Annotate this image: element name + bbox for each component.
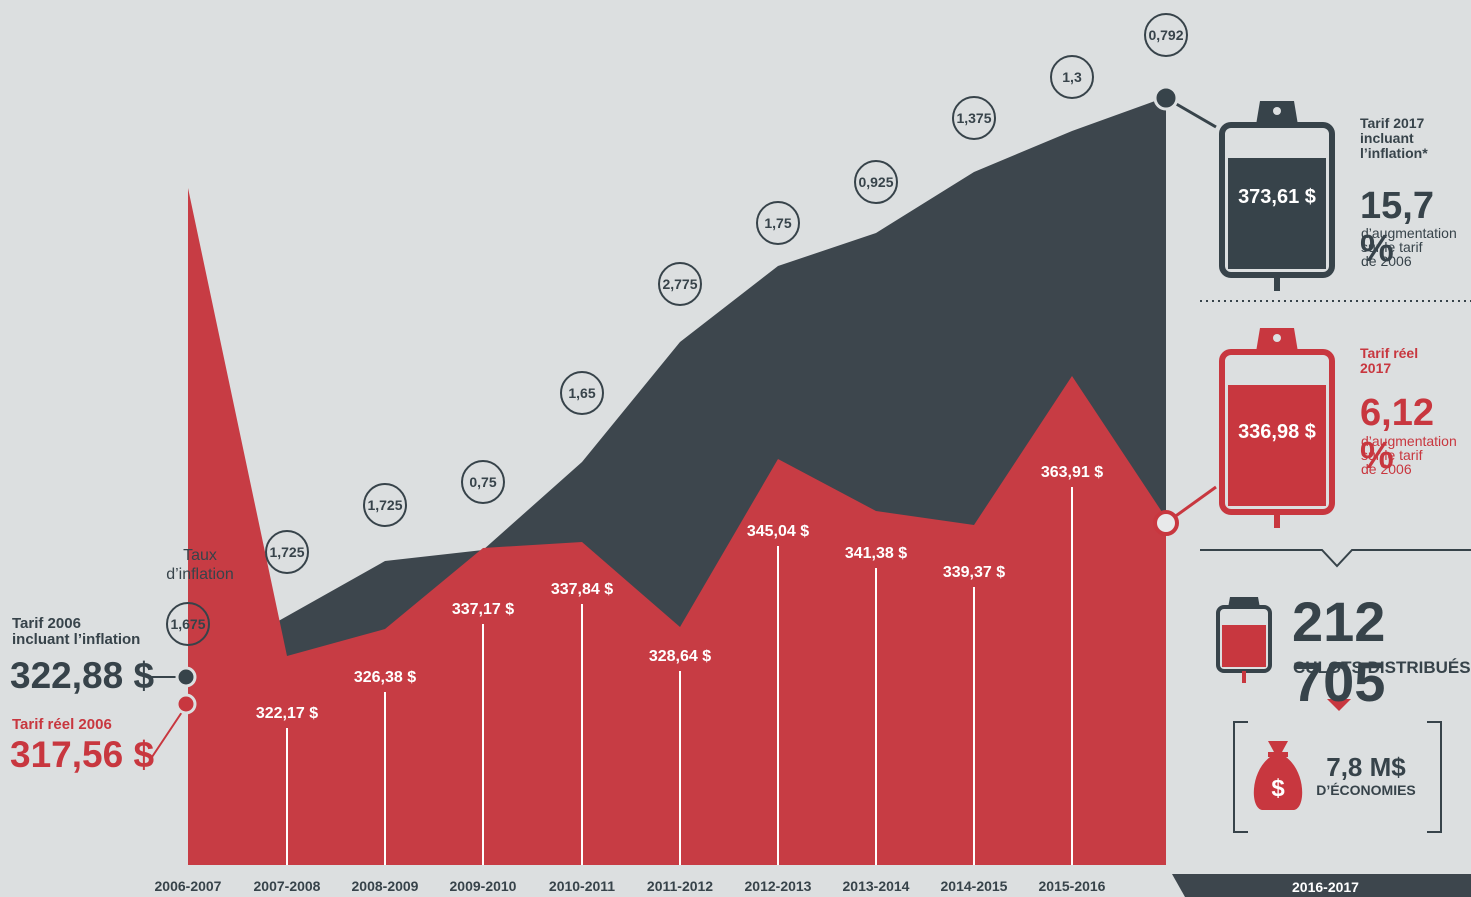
bag1-desc: d’augmentation sur le tarif de 2006 [1361,225,1457,269]
bag2-desc: d’augmentation sur le tarif de 2006 [1361,433,1457,477]
marker-2017-reel [1153,510,1179,536]
last-year-bar [1172,874,1471,897]
value-label: 345,04 $ [747,523,809,540]
tarif-2006-incl-label: Tarif 2006 incluant l’inflation [12,615,141,648]
inflation-rate-label: 1,725 [269,544,304,560]
money-bag-icon: $ [1253,741,1303,810]
inflation-rate-circle [854,160,898,204]
savings-label: D’ÉCONOMIES [1316,782,1416,798]
bag-inflation-icon [1219,101,1335,291]
inflation-rate-circle [363,483,407,527]
inflation-rate-label: 1,75 [764,215,791,231]
bag-real-icon [1219,328,1335,528]
savings-value: 7,8 M$ [1326,752,1406,782]
year-label: 2011-2012 [647,878,713,894]
small-bag-icon [1216,597,1272,683]
year-label: 2013-2014 [843,878,910,894]
inflation-rate-label: 1,65 [568,385,595,401]
inflation-rate-circle [461,460,505,504]
bag2-value: 336,98 $ [1238,421,1316,443]
year-label: 2009-2010 [450,878,517,894]
bag2-percent: 6,12 % [1360,392,1434,477]
inflation-rate-label: 1,3 [1062,69,1082,85]
inflation-rate-label: 1,675 [170,616,205,632]
inflation-rate-circle [756,201,800,245]
separator-notch [1200,549,1471,568]
inflation-rate-circle [265,530,309,574]
value-label: 322,17 $ [256,705,318,722]
bag1-value: 373,61 $ [1238,186,1316,208]
down-arrow-icon [1327,699,1351,711]
value-label: 326,38 $ [354,669,416,686]
bag1-label: Tarif 2017 incluant l’inflation* [1360,115,1428,161]
bag2-label: Tarif réel 2017 [1360,345,1419,376]
bracket-left [1233,721,1248,833]
year-label: 2008-2009 [352,878,419,894]
value-label: 341,38 $ [845,545,907,562]
value-label: 339,37 $ [943,564,1005,581]
value-label: 363,91 $ [1041,464,1103,481]
tarif-2006-reel-label: Tarif réel 2006 [12,716,112,733]
year-label: 2015-2016 [1039,878,1106,894]
value-label: 337,84 $ [551,581,613,598]
bag1-percent: 15,7 % [1360,185,1434,270]
value-label: 337,17 $ [452,601,514,618]
year-label: 2006-2007 [155,878,222,894]
units-value: 212 705 [1292,590,1386,713]
year-label: 2014-2015 [941,878,1008,894]
real-tariff-area [188,188,1166,865]
tarif-2006-reel-value: 317,56 $ [10,734,155,775]
inflation-rate-label: 1,725 [367,497,402,513]
marker-2006-reel [175,693,197,715]
marker-2006-incl [175,666,197,688]
year-label: 2012-2013 [745,878,812,894]
inflation-rate-circle [560,371,604,415]
value-label: 328,64 $ [649,648,711,665]
inflation-rate-circle [1050,55,1094,99]
inflation-rate-label: 0,75 [469,474,496,490]
connector-2006-reel [149,705,187,761]
bracket-right [1427,721,1442,833]
marker-2017-incl [1153,85,1179,111]
inflation-rate-label: 0,792 [1148,27,1183,43]
inflation-rate-circle [658,262,702,306]
inflation-rate-circle [1144,13,1188,57]
inflation-rate-label: 1,375 [956,110,991,126]
year-label: 2010-2011 [549,878,615,894]
inflation-title: Taux d’inflation [166,547,234,583]
inflation-rate-circle [952,96,996,140]
inflation-rate-label: 2,775 [662,276,697,292]
inflation-rate-label: 0,925 [858,174,893,190]
inflation-rate-circle [166,602,210,646]
svg-text:$: $ [1271,775,1285,802]
tarif-2006-incl-value: 322,88 $ [10,655,155,696]
year-label: 2007-2008 [254,878,321,894]
units-label: CULOTS DISTRIBUÉS [1293,658,1471,677]
last-year-label: 2016-2017 [1292,879,1359,895]
